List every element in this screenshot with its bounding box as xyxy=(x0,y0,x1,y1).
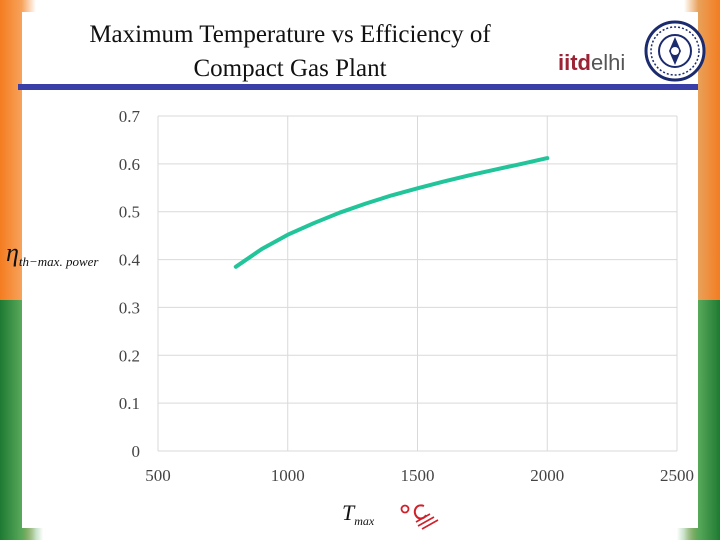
slide-canvas xyxy=(22,12,698,528)
y-tick-label: 0.4 xyxy=(119,251,141,270)
efficiency-series-line xyxy=(233,156,550,269)
x-tick-label: 1500 xyxy=(401,466,435,485)
x-axis-symbol: T xyxy=(342,500,355,525)
y-axis-subscript: th−max. power xyxy=(18,254,99,269)
y-axis-label: ηth−max. power xyxy=(6,238,99,269)
y-tick-label: 0 xyxy=(132,442,141,461)
logo-part-2: elhi xyxy=(591,50,626,75)
x-tick-label: 2500 xyxy=(660,466,694,485)
y-tick-label: 0.6 xyxy=(119,155,140,174)
y-axis-symbol: η xyxy=(6,238,19,267)
logo-part-1: iitd xyxy=(558,50,591,75)
x-tick-label: 2000 xyxy=(530,466,564,485)
y-tick-label: 0.7 xyxy=(119,107,141,126)
x-axis-subscript: max xyxy=(354,514,375,528)
title-line-2: Compact Gas Plant xyxy=(193,55,387,82)
iitd-logo-text: iitdelhi xyxy=(558,50,625,76)
x-tick-label: 1000 xyxy=(271,466,305,485)
y-tick-label: 0.5 xyxy=(119,203,140,222)
y-tick-label: 0.1 xyxy=(119,394,140,413)
title-line-1: Maximum Temperature vs Efficiency of xyxy=(89,21,491,48)
x-tick-label: 500 xyxy=(145,466,171,485)
y-tick-label: 0.2 xyxy=(119,346,140,365)
handwritten-celsius-note xyxy=(400,504,439,530)
x-axis-label: Tmax xyxy=(342,500,375,528)
title-divider xyxy=(18,84,698,90)
y-tick-label: 0.3 xyxy=(119,298,140,317)
slide-title: Maximum Temperature vs Efficiency of Com… xyxy=(30,18,550,86)
iitd-emblem-icon xyxy=(644,20,706,82)
